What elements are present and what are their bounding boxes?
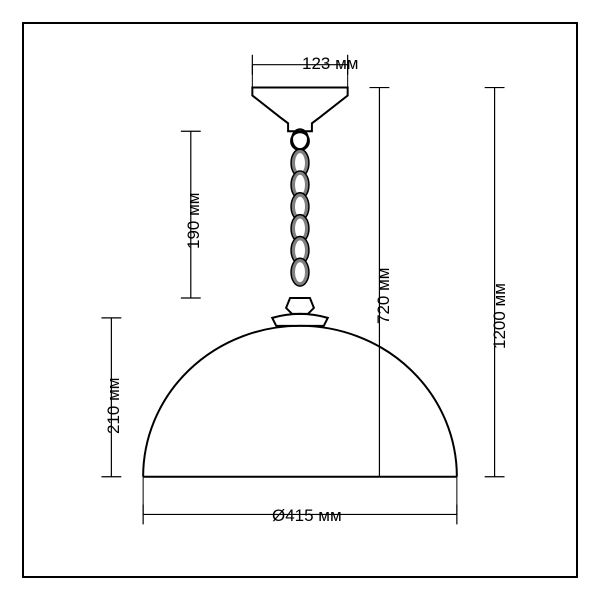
dim-chain-length: 190 мм xyxy=(184,193,204,249)
dim-shade-height: 210 мм xyxy=(104,378,124,434)
dim-shade-to-mount: 720 мм xyxy=(374,268,394,324)
diagram-frame: 123 мм 190 мм 720 мм 1200 мм 210 мм Ø415… xyxy=(22,22,578,578)
dim-shade-diameter: Ø415 мм xyxy=(272,506,342,526)
dim-total-height: 1200 мм xyxy=(490,283,510,349)
dim-canopy-width: 123 мм xyxy=(302,54,358,74)
